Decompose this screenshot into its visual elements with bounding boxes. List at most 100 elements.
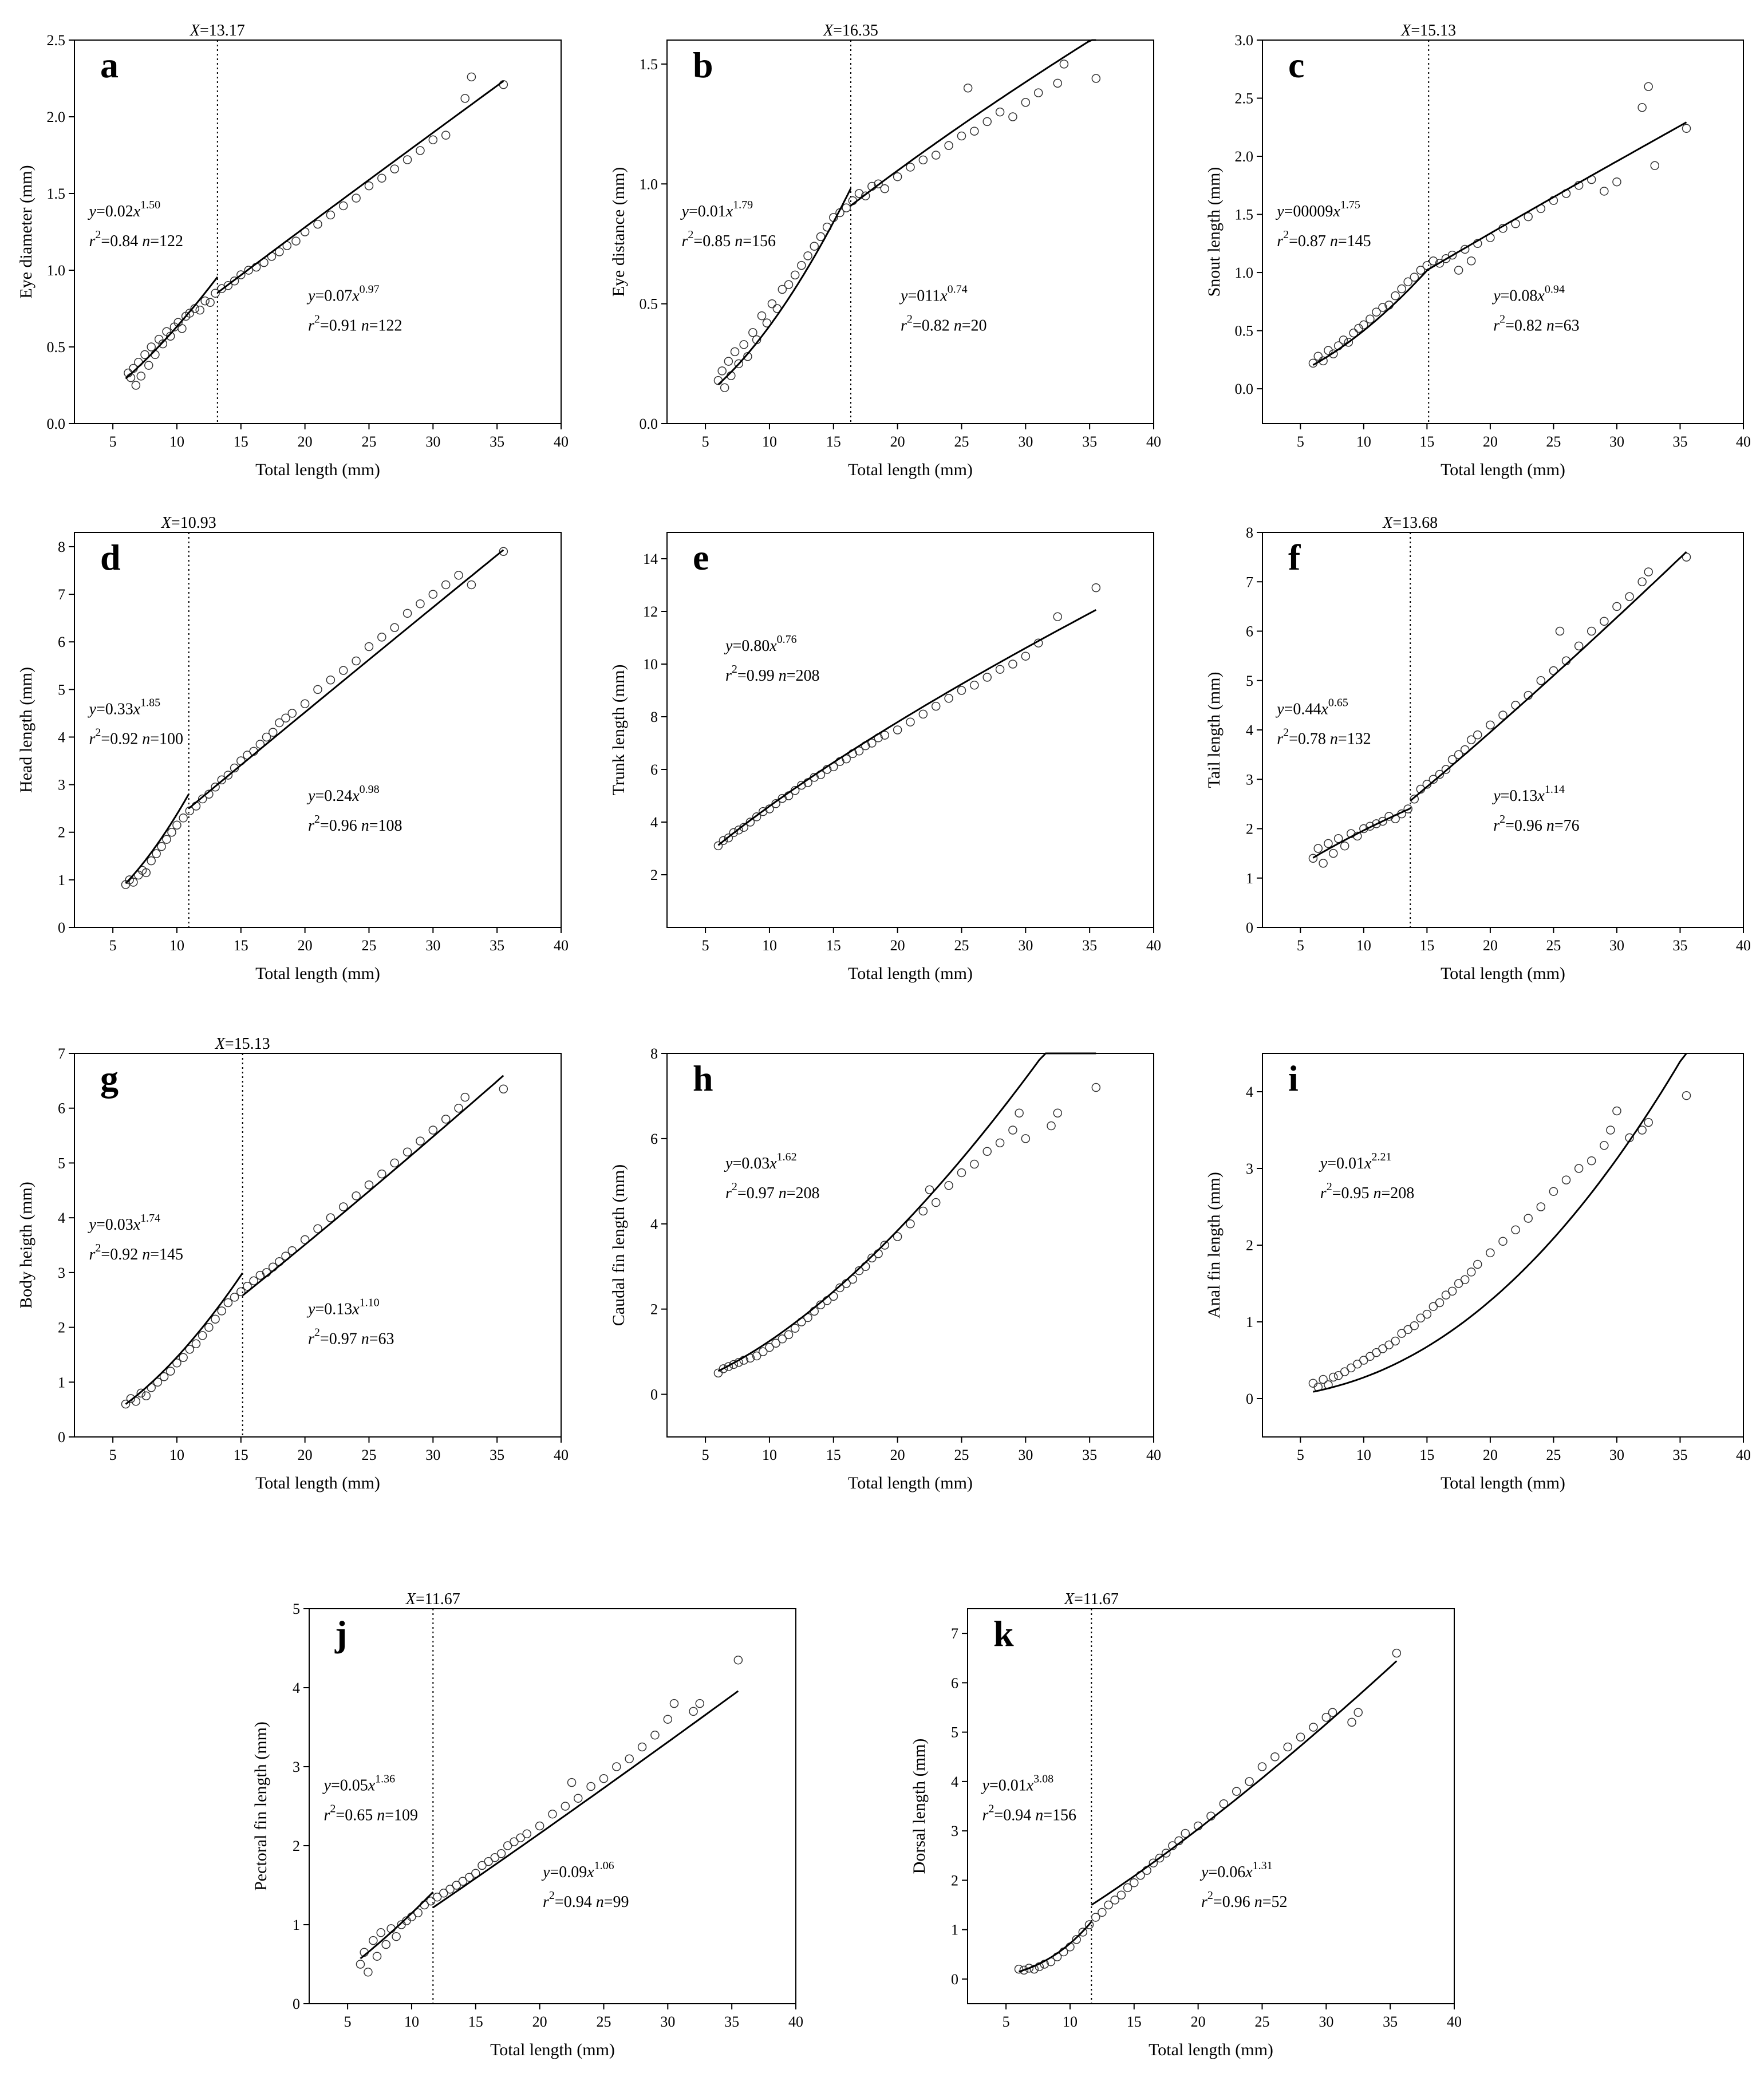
data-point <box>1549 1187 1558 1196</box>
data-point <box>1644 82 1653 91</box>
data-point <box>867 739 877 748</box>
data-point <box>1587 1156 1596 1166</box>
data-point <box>499 1084 508 1093</box>
y-tick-label: 3 <box>58 1265 65 1281</box>
data-point <box>717 366 727 376</box>
data-point <box>200 296 210 306</box>
y-tick-label: 8 <box>650 1045 658 1062</box>
equation-label: y=0.01x1.79 <box>680 199 753 220</box>
data-point <box>663 1715 673 1724</box>
data-point <box>467 580 476 590</box>
y-tick-label: 6 <box>58 634 65 650</box>
x-tick-label: 35 <box>490 937 504 954</box>
x-tick-label: 40 <box>1736 1447 1751 1463</box>
x-tick-label: 30 <box>1018 1447 1033 1463</box>
data-point <box>144 361 153 370</box>
data-point <box>1372 1348 1381 1357</box>
data-point <box>1524 212 1533 222</box>
data-point <box>918 709 928 719</box>
data-point <box>141 1391 151 1400</box>
x-tick-label: 10 <box>1063 2013 1078 2030</box>
fit-line <box>1091 1660 1398 1906</box>
x-tick-label: 35 <box>1082 937 1097 954</box>
data-point <box>416 146 425 155</box>
x-axis-label: Total length (mm) <box>848 460 973 479</box>
data-point <box>1410 1321 1419 1330</box>
x-tick-label: 25 <box>361 433 376 450</box>
data-point <box>477 1861 487 1870</box>
data-point <box>1021 651 1031 661</box>
y-axis-label: Snout length (mm) <box>1205 167 1224 297</box>
data-point <box>162 835 171 844</box>
data-point <box>893 725 902 735</box>
data-point <box>441 1115 451 1124</box>
stats-label: r2=0.95 n=208 <box>1320 1180 1415 1202</box>
data-point <box>1435 259 1445 268</box>
data-point <box>243 1282 252 1291</box>
data-point <box>1366 314 1375 324</box>
data-point <box>1447 1286 1457 1296</box>
data-point <box>1486 1248 1495 1258</box>
data-point <box>503 1841 512 1850</box>
data-point <box>1257 1762 1267 1771</box>
data-point <box>970 1159 979 1169</box>
y-tick-label: 2 <box>650 1301 658 1318</box>
data-point <box>364 642 374 651</box>
y-tick-label: 0.0 <box>640 416 658 432</box>
data-point <box>369 1936 378 1945</box>
data-point <box>982 1147 992 1156</box>
x-tick-label: 30 <box>1018 433 1033 450</box>
x-tick-label: 25 <box>1546 1447 1561 1463</box>
data-point <box>784 1330 794 1340</box>
panel-letter: e <box>693 537 709 578</box>
x-tick-label: 10 <box>1356 937 1371 954</box>
x-tick-label: 25 <box>596 2013 611 2030</box>
y-tick-label: 4 <box>293 1680 300 1696</box>
data-point <box>1403 804 1412 814</box>
panel-g: 5 10 15 20 25 30 35 40 0 1 2 3 4 5 6 7 Total length (mm)… <box>6 1035 578 1511</box>
data-point <box>1329 1372 1338 1382</box>
data-point <box>719 1364 728 1373</box>
data-point <box>313 219 322 229</box>
data-point <box>1473 1259 1482 1269</box>
x-tick-label: 40 <box>1146 937 1161 954</box>
y-axis-label: Head length (mm) <box>17 667 35 793</box>
data-point <box>1219 1799 1229 1808</box>
panel-letter: d <box>100 537 121 578</box>
x-tick-label: 30 <box>660 2013 675 2030</box>
data-point <box>1428 1302 1438 1311</box>
data-point <box>1353 1359 1362 1369</box>
fit-line <box>717 188 852 385</box>
data-point <box>179 814 188 823</box>
data-point <box>467 72 476 82</box>
y-tick-label: 2.5 <box>47 32 66 49</box>
data-point <box>1466 735 1476 744</box>
y-tick-label: 6 <box>951 1675 958 1691</box>
data-point <box>166 331 175 341</box>
data-point <box>454 571 463 580</box>
chart-e: 5 10 15 20 25 30 35 40 2 4 6 8 10 12 14 Total length (m… <box>609 532 1161 983</box>
x-tick-label: 5 <box>344 2013 352 2030</box>
x-tick-label: 5 <box>702 1447 709 1463</box>
data-point <box>1353 1708 1363 1717</box>
data-point <box>854 1266 864 1276</box>
data-point <box>1116 1890 1126 1900</box>
data-point <box>452 1881 461 1890</box>
x-tick-label: 5 <box>1003 2013 1010 2030</box>
data-point <box>1511 1225 1520 1234</box>
x-axis-label: Total length (mm) <box>1149 2040 1273 2059</box>
data-point <box>460 94 469 103</box>
y-tick-label: 0 <box>1246 1391 1253 1407</box>
y-tick-label: 2.5 <box>1235 90 1254 107</box>
data-point <box>1245 1777 1254 1786</box>
panel-letter: f <box>1288 537 1301 578</box>
data-point <box>300 699 310 709</box>
x-tick-label: 30 <box>425 937 440 954</box>
data-point <box>244 266 253 275</box>
y-tick-label: 2.0 <box>47 109 66 125</box>
data-point <box>1612 602 1621 611</box>
data-point <box>428 590 438 599</box>
data-point <box>249 1276 258 1285</box>
data-point <box>204 1322 214 1332</box>
x-axis-label: Total length (mm) <box>848 964 973 983</box>
